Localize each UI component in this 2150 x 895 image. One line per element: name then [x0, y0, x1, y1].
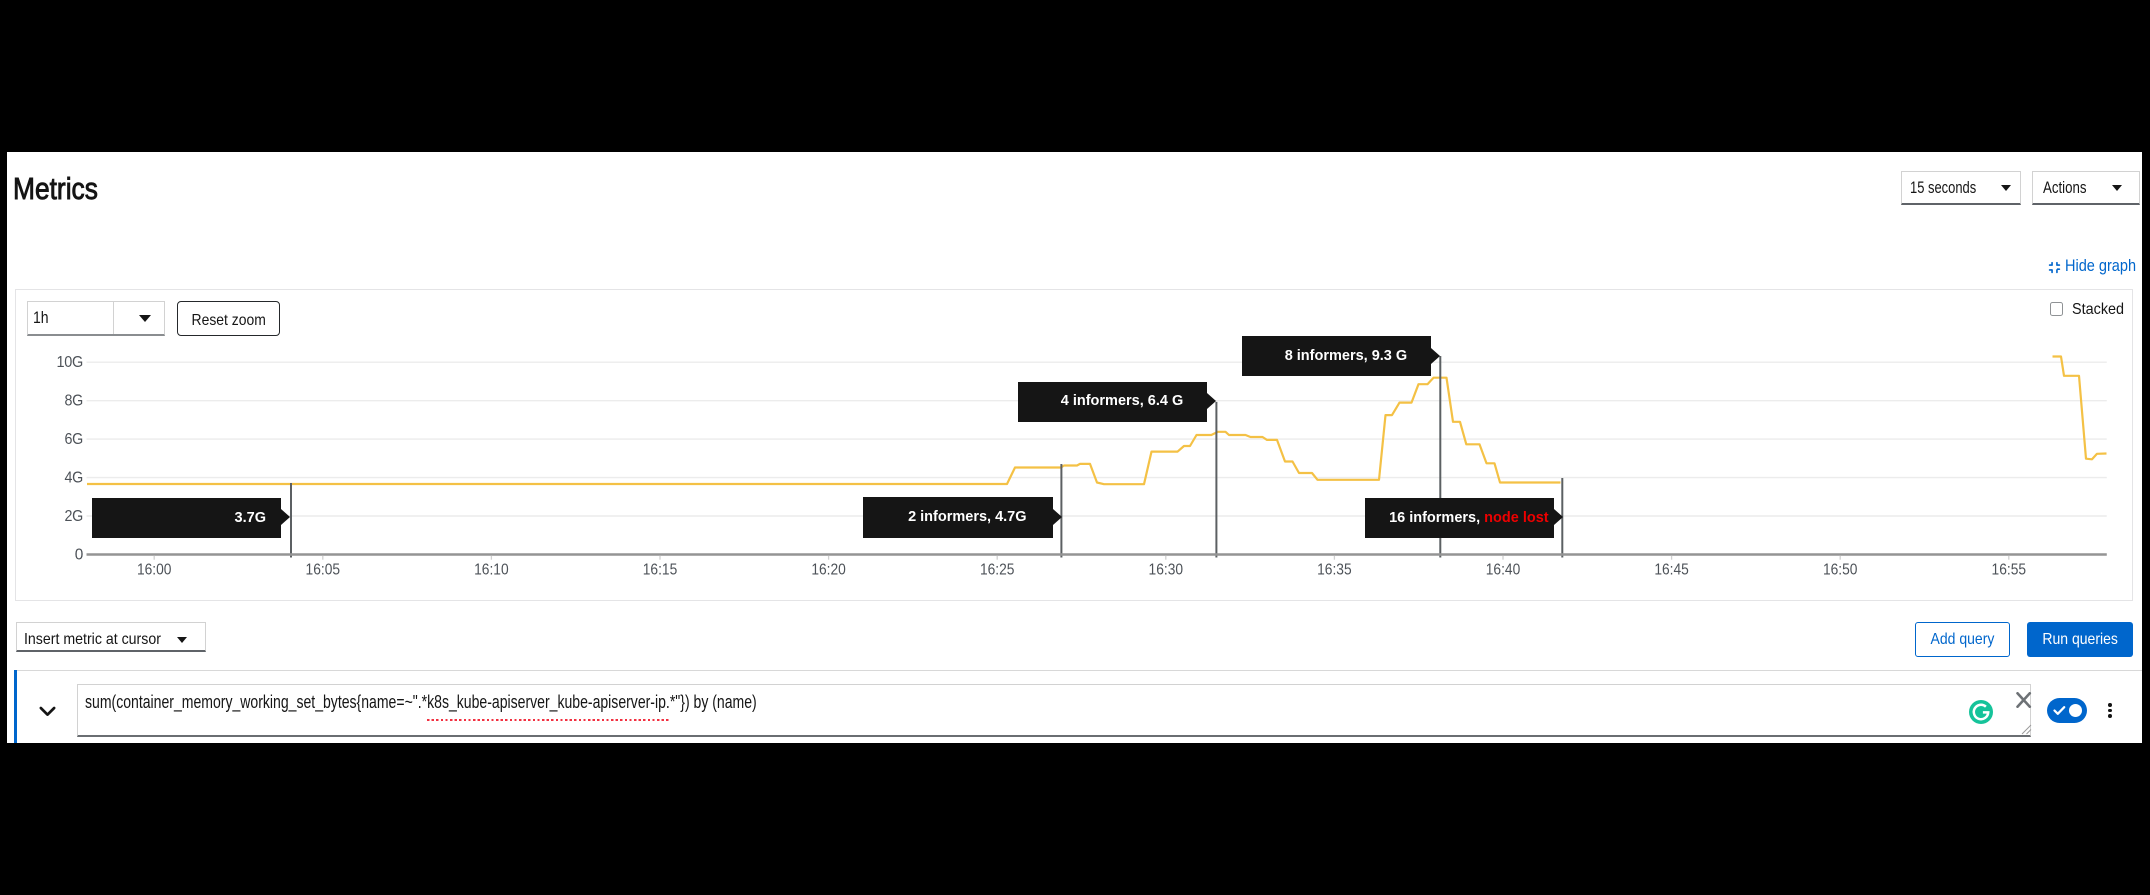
svg-text:16:20: 16:20 [811, 562, 846, 579]
svg-text:16:15: 16:15 [643, 562, 678, 579]
svg-text:16:30: 16:30 [1149, 562, 1184, 579]
svg-text:16:40: 16:40 [1486, 562, 1521, 579]
svg-text:16:45: 16:45 [1654, 562, 1689, 579]
svg-text:16:50: 16:50 [1823, 562, 1858, 579]
svg-text:4G: 4G [65, 470, 84, 487]
svg-text:16:05: 16:05 [306, 562, 341, 579]
svg-text:6G: 6G [65, 431, 84, 448]
svg-text:2G: 2G [65, 508, 84, 525]
svg-text:0: 0 [75, 546, 83, 563]
svg-text:16:35: 16:35 [1317, 562, 1352, 579]
svg-text:16:25: 16:25 [980, 562, 1015, 579]
svg-text:10G: 10G [57, 354, 84, 371]
svg-text:16:00: 16:00 [137, 562, 172, 579]
svg-text:16:55: 16:55 [1992, 562, 2027, 579]
svg-text:8G: 8G [65, 393, 84, 410]
svg-text:16:10: 16:10 [474, 562, 509, 579]
